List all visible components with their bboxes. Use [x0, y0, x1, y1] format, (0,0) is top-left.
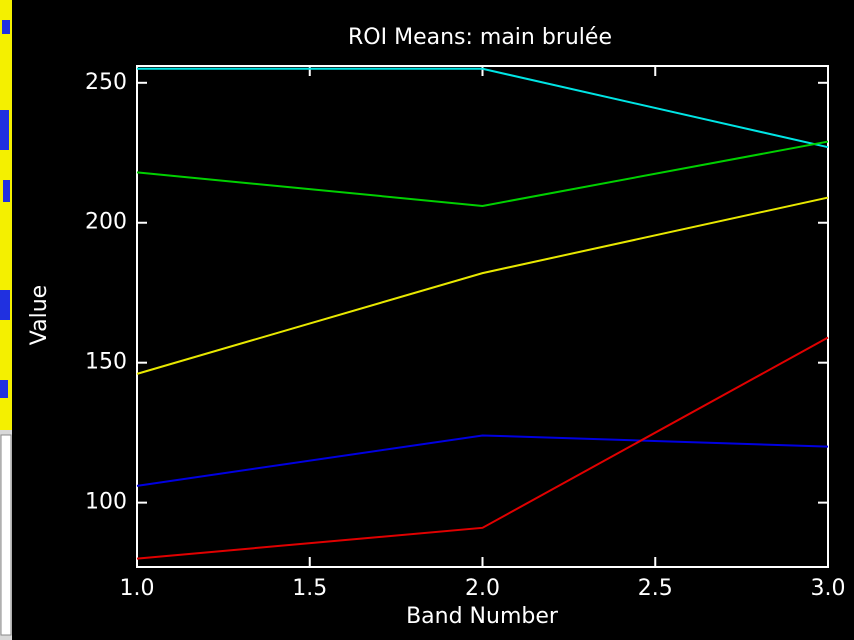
- x-tick-label: 1.5: [292, 576, 327, 601]
- image-strip: [0, 0, 12, 430]
- x-tick-label: 3.0: [811, 576, 846, 601]
- x-axis-label: Band Number: [406, 604, 559, 629]
- x-tick-label: 2.5: [638, 576, 673, 601]
- image-blob: [3, 180, 10, 202]
- x-tick-label: 1.0: [120, 576, 155, 601]
- image-blob: [0, 290, 10, 320]
- y-tick-label: 150: [85, 350, 127, 375]
- side-panel-inner: [1, 435, 11, 635]
- screenshot: ROI Means: main brulée Band Number Value…: [0, 0, 854, 640]
- image-blob: [0, 380, 8, 398]
- y-tick-label: 250: [85, 70, 127, 95]
- plot-window: [12, 0, 854, 640]
- y-tick-label: 200: [85, 210, 127, 235]
- y-axis-label: Value: [27, 285, 52, 345]
- x-tick-label: 2.0: [465, 576, 500, 601]
- page: {"chart_data": {"type": "line", "title":…: [0, 0, 854, 640]
- image-blob: [0, 110, 9, 150]
- chart-title: ROI Means: main brulée: [348, 25, 612, 50]
- y-tick-label: 100: [85, 490, 127, 515]
- image-blob: [2, 20, 10, 34]
